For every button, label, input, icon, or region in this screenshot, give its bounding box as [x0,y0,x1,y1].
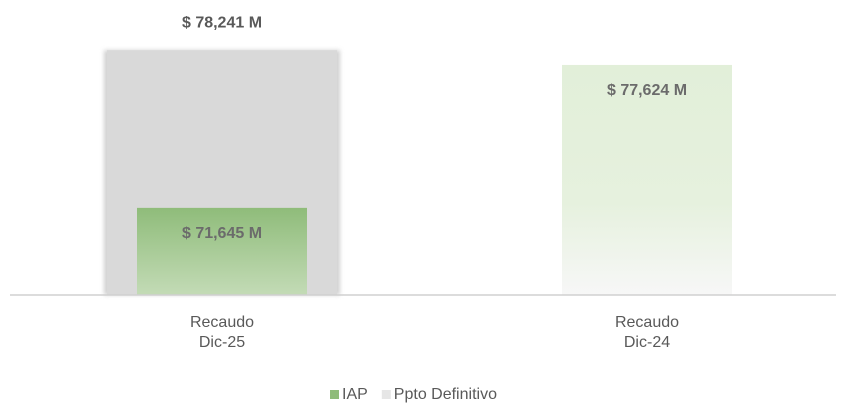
legend-label: Ppto Definitivo [394,386,497,403]
bar [137,207,307,295]
value-label: $ 77,624 M [607,82,687,99]
value-label: $ 71,645 M [182,225,262,242]
value-label: $ 78,241 M [182,14,262,31]
legend-swatch [330,390,339,399]
x-tick-label: Recaudo Dic-25 [189,314,255,351]
bar [562,64,732,295]
legend-label: IAP [342,386,368,403]
legend-swatch [381,390,391,399]
x-tick-label: Recaudo Dic-24 [614,314,680,351]
